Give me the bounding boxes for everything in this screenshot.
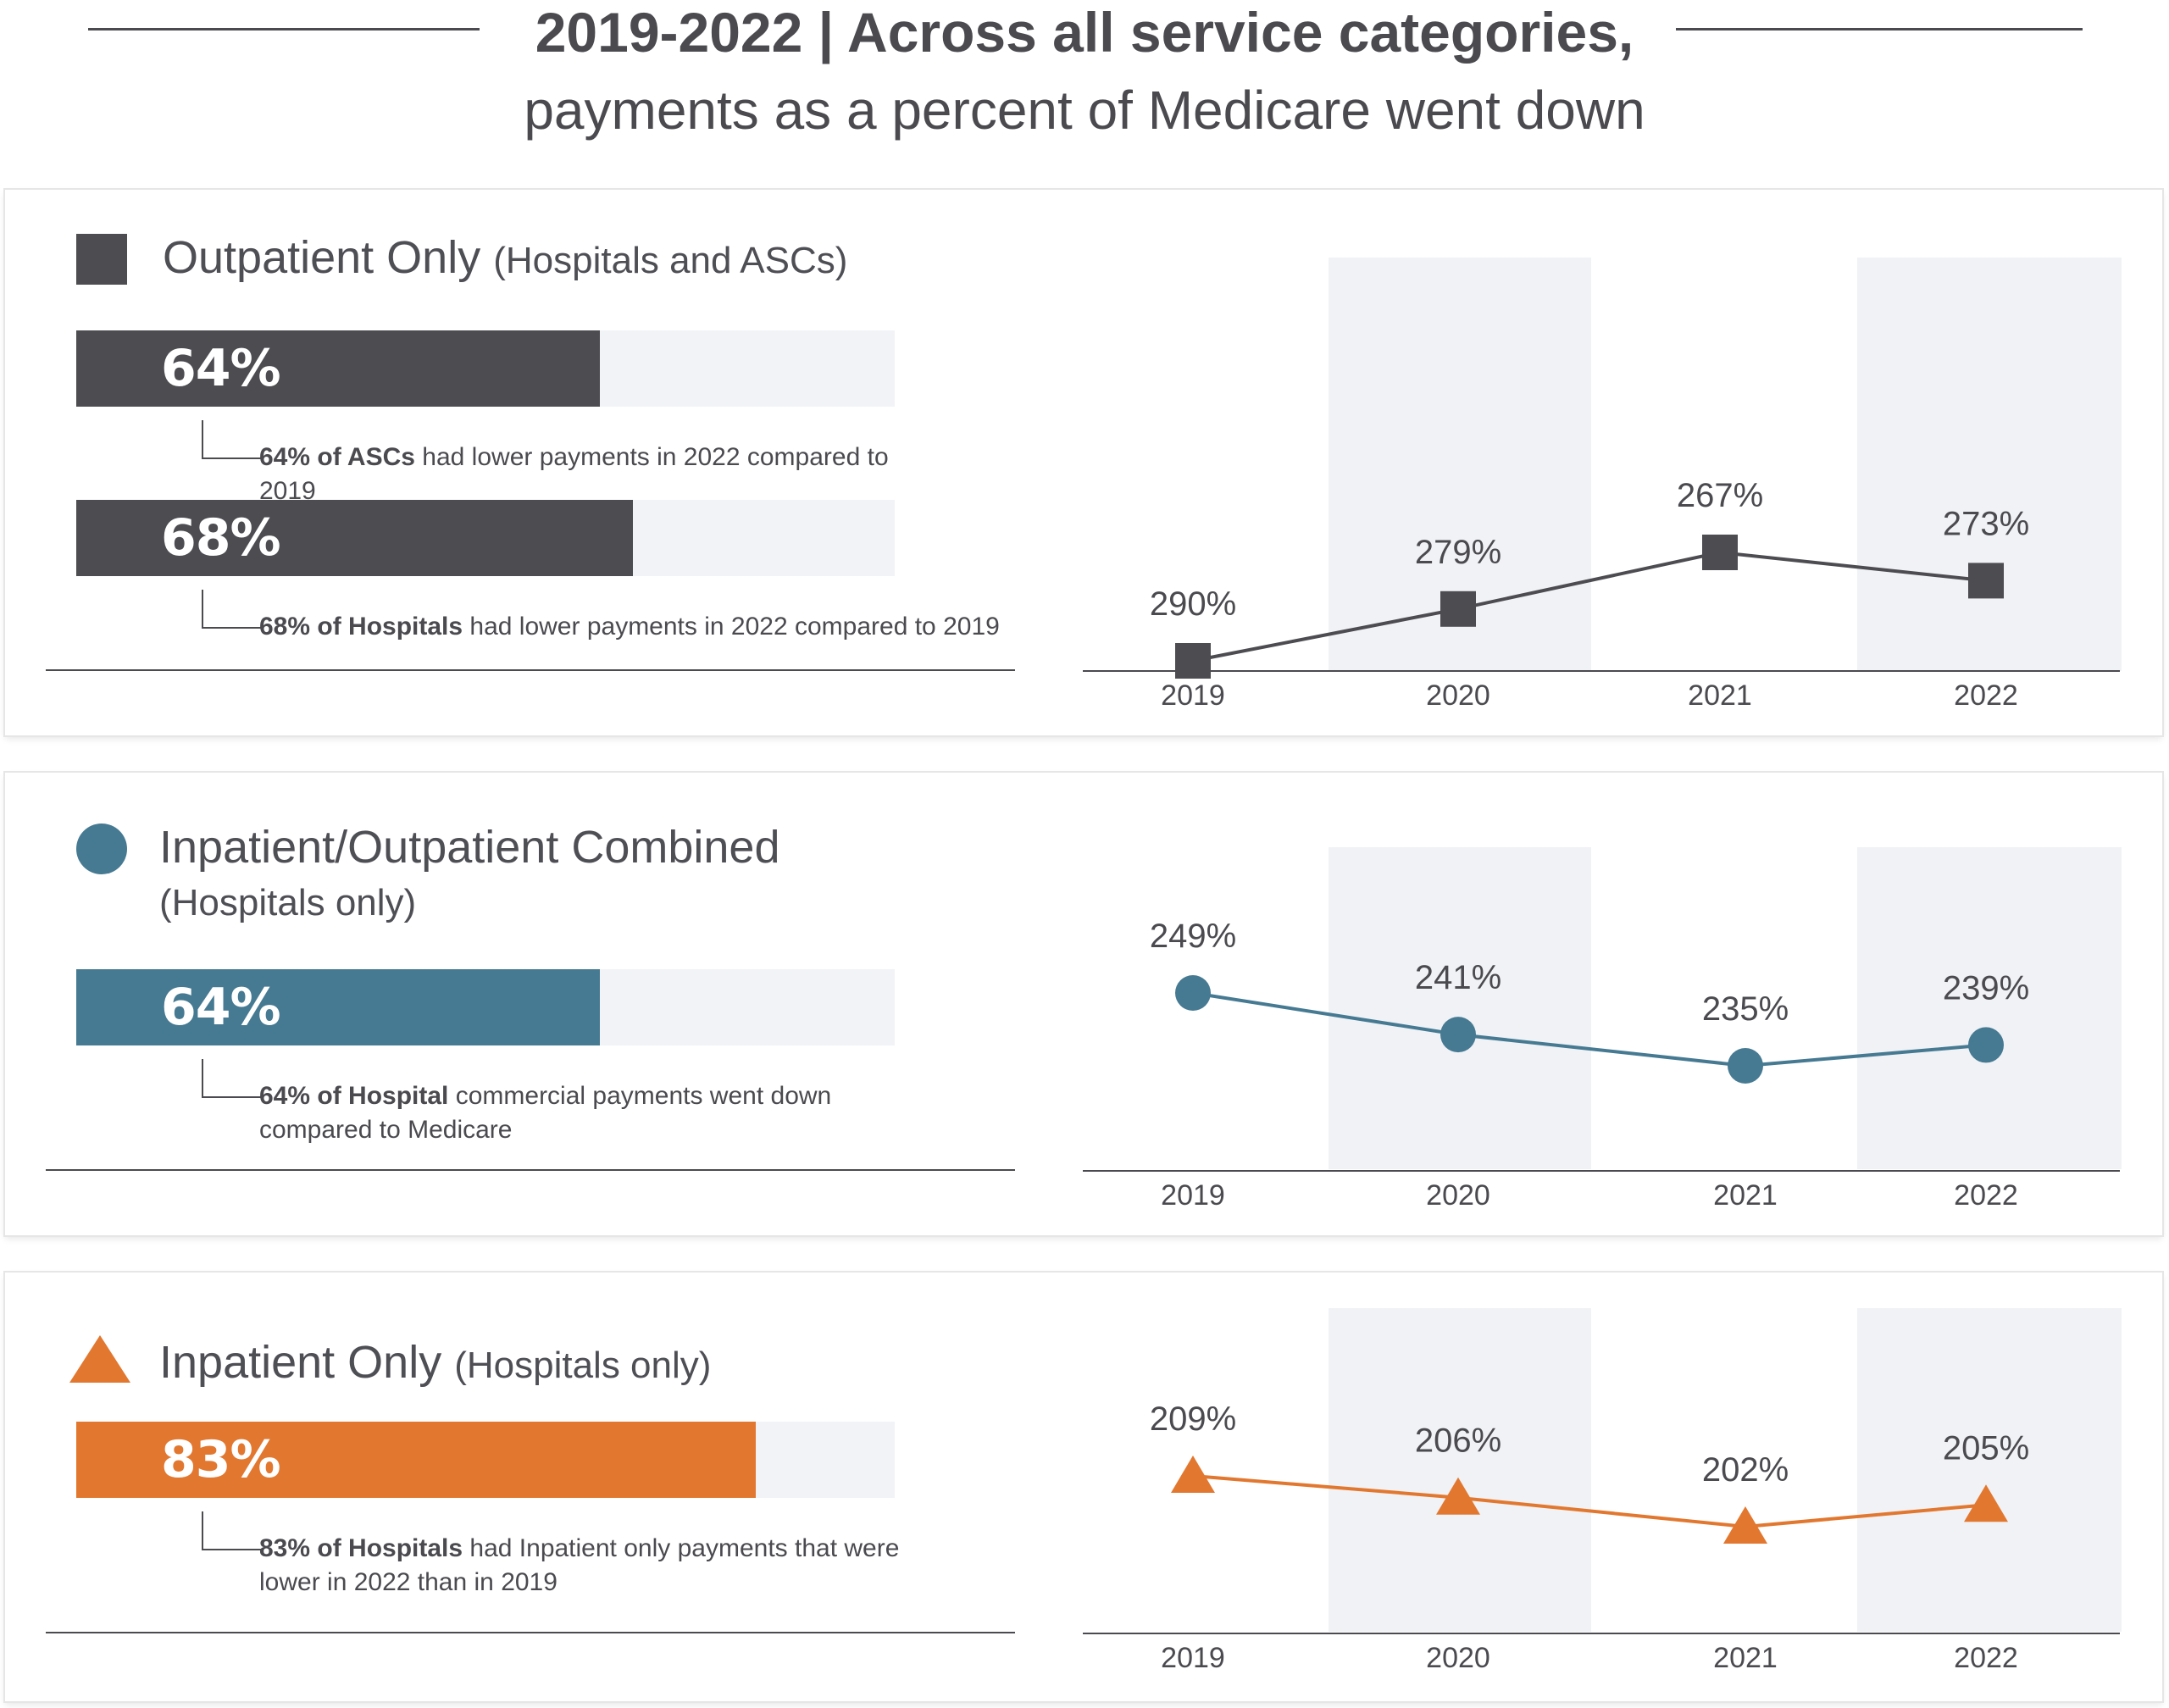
data-point-marker: [1702, 535, 1738, 570]
header-rule-right: [1676, 28, 2083, 30]
x-tick-label: 2022: [1954, 1179, 2018, 1212]
note-connector: [202, 590, 261, 629]
year-shade-band: [1857, 847, 2122, 1169]
panel-title: Inpatient/Outpatient Combined: [159, 822, 780, 873]
data-point-marker: [1968, 563, 2004, 599]
data-point-marker: [1440, 591, 1476, 627]
panel-title-text: Outpatient Only: [163, 232, 481, 283]
data-label: 290%: [1150, 585, 1236, 623]
data-label: 202%: [1702, 1451, 1789, 1489]
series-line: [1192, 991, 1987, 1068]
bar-fill: [76, 969, 601, 1045]
x-tick-label: 2022: [1954, 1642, 2018, 1674]
bar-note: 68% of Hospitals had lower payments in 2…: [259, 610, 1022, 644]
bar-track: 83%: [76, 1422, 895, 1498]
x-tick-label: 2020: [1426, 1179, 1490, 1212]
x-tick-label: 2020: [1426, 1642, 1490, 1674]
bar-track: 68%: [76, 500, 895, 576]
line-chart: 249% 2019 241% 2020 235% 2021 239% 2022: [1083, 847, 2122, 1212]
bar-note-text: had Inpatient only payments that were lo…: [259, 1534, 900, 1596]
year-shade-band: [1857, 258, 2122, 671]
page-subtitle: payments as a percent of Medicare went d…: [524, 80, 1645, 141]
data-label: 239%: [1943, 969, 2029, 1006]
data-point-marker: [1964, 1484, 2008, 1522]
bar-note-bold: 64% of Hospital: [259, 1082, 449, 1110]
data-label: 241%: [1415, 959, 1501, 996]
data-point-marker: [1968, 1027, 2004, 1063]
year-shade-band: [1329, 847, 1591, 1169]
data-point-marker: [1175, 643, 1211, 679]
x-tick-label: 2019: [1161, 1642, 1225, 1674]
x-tick-label: 2021: [1713, 1179, 1778, 1212]
bar-fill: [76, 330, 601, 407]
bar-track: 64%: [76, 969, 895, 1045]
note-connector: [202, 1059, 261, 1098]
panel-combined: Inpatient/Outpatient Combined (Hospitals…: [5, 773, 2162, 1235]
x-tick-label: 2021: [1688, 679, 1752, 712]
data-label: 267%: [1677, 477, 1763, 514]
data-label: 279%: [1415, 534, 1501, 571]
panel-subtitle: (Hospitals only): [454, 1345, 712, 1386]
square-marker-icon: [76, 234, 127, 285]
panel-outpatient: Outpatient Only (Hospitals and ASCs) 64%…: [5, 190, 2162, 735]
note-connector: [202, 1511, 261, 1550]
data-label: 235%: [1702, 990, 1789, 1028]
data-label: 249%: [1150, 918, 1236, 955]
bar-fill: [76, 500, 633, 576]
line-chart: 209% 2019 206% 2020 202% 2021 205% 2022: [1083, 1308, 2122, 1674]
bar-track: 64%: [76, 330, 895, 407]
section-divider: [46, 669, 1015, 671]
data-label: 209%: [1150, 1400, 1236, 1438]
circle-marker-icon: [76, 824, 127, 874]
header-rule-left: [88, 28, 480, 30]
data-point-marker: [1436, 1477, 1480, 1515]
panel-title-text: Inpatient Only: [159, 1337, 442, 1388]
bar-note: 83% of Hospitals had Inpatient only paym…: [259, 1532, 903, 1600]
bar-note-bold: 64% of ASCs: [259, 443, 415, 471]
section-divider: [46, 1632, 1015, 1633]
bar-label: 83%: [161, 1430, 281, 1489]
x-tick-label: 2022: [1954, 679, 2018, 712]
line-chart: 290% 2019 279% 2020 267% 2021 273% 2022: [1083, 258, 2122, 712]
bar-label: 64%: [161, 339, 281, 398]
bar-note: 64% of Hospital commercial payments went…: [259, 1079, 852, 1147]
panel-title: Outpatient Only (Hospitals and ASCs): [163, 230, 847, 288]
bar-fill: [76, 1422, 756, 1498]
data-point-marker: [1171, 1456, 1215, 1493]
bar-label: 68%: [161, 508, 281, 568]
header: 2019-2022 | Across all service categorie…: [0, 0, 2169, 169]
bar-note-text: had lower payments in 2022 compared to 2…: [469, 613, 1000, 640]
panel-subtitle: (Hospitals only): [159, 882, 417, 923]
year-shade-band: [1329, 1308, 1591, 1632]
bar-note-bold: 83% of Hospitals: [259, 1534, 463, 1562]
series-line: [1192, 550, 1987, 663]
data-point-marker: [1440, 1017, 1476, 1053]
x-tick-label: 2019: [1161, 679, 1225, 712]
x-tick-label: 2020: [1426, 679, 1490, 712]
x-tick-label: 2019: [1161, 1179, 1225, 1212]
data-point-marker: [1728, 1048, 1763, 1084]
x-tick-label: 2021: [1713, 1642, 1778, 1674]
panel-subtitle: (Hospitals and ASCs): [493, 240, 848, 281]
data-label: 273%: [1943, 505, 2029, 542]
bar-note: 64% of ASCs had lower payments in 2022 c…: [259, 441, 937, 508]
note-connector: [202, 420, 261, 459]
year-shade-band: [1857, 1308, 2122, 1632]
section-divider: [46, 1169, 1015, 1171]
bar-label: 64%: [161, 978, 281, 1037]
panel-inpatient: Inpatient Only (Hospitals only) 83% 83% …: [5, 1273, 2162, 1701]
bar-note-text: commercial payments went down compared t…: [259, 1082, 832, 1144]
data-point-marker: [1723, 1506, 1767, 1544]
triangle-marker-icon: [69, 1335, 130, 1383]
data-point-marker: [1175, 975, 1211, 1011]
panel-title: Inpatient Only (Hospitals only): [159, 1335, 711, 1393]
page-title: 2019-2022 | Across all service categorie…: [535, 1, 1634, 64]
data-label: 206%: [1415, 1422, 1501, 1460]
data-label: 205%: [1943, 1429, 2029, 1467]
series-line: [1192, 1474, 1987, 1529]
bar-note-bold: 68% of Hospitals: [259, 613, 463, 640]
